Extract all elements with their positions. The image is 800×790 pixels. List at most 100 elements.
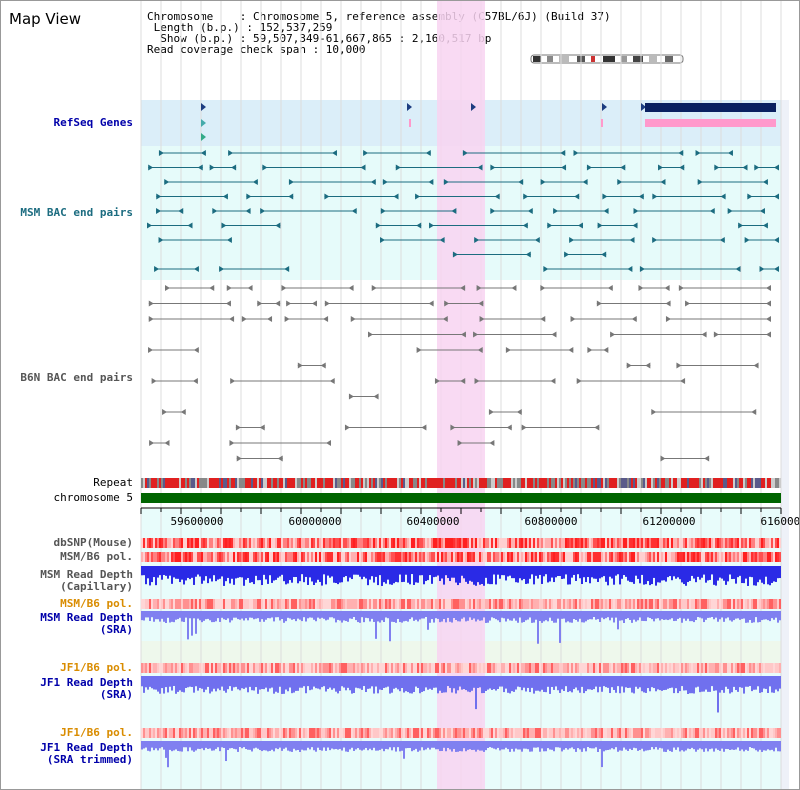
msm-depth-capillary-bar xyxy=(443,566,445,585)
jf1-b6-pol-trimmed-cell xyxy=(753,728,755,738)
msm-bac-pair-start xyxy=(747,193,753,200)
msm-depth-sra-bar xyxy=(541,611,543,623)
msm-b6-pol-cell xyxy=(577,552,579,562)
jf1-b6-pol-cell xyxy=(437,663,439,673)
jf1-depth-sra-bar xyxy=(739,676,741,688)
dbsnp-cell xyxy=(631,538,633,548)
repeat-segment xyxy=(153,478,155,488)
dbsnp-cell xyxy=(695,538,697,548)
b6n-bac-end-pairs-label[interactable]: B6N BAC end pairs xyxy=(20,371,133,384)
msm-depth-capillary-bar xyxy=(473,566,475,585)
dbsnp-cell xyxy=(299,538,301,548)
jf1-b6-pol-trimmed-cell xyxy=(769,728,771,738)
msm-b6-pol-sra-cell xyxy=(151,599,153,609)
msm-bac-track[interactable] xyxy=(147,150,779,272)
jf1-depth-trimmed-bar xyxy=(229,741,231,749)
jf1-b6-pol-cell xyxy=(145,663,147,673)
msm-depth-sra-bar xyxy=(641,611,643,621)
dbsnp-label[interactable]: dbSNP(Mouse) xyxy=(53,536,133,549)
msm-depth-capillary-bar xyxy=(343,566,345,578)
msm-depth-sra-bar xyxy=(747,611,749,623)
jf1-b6-pol-trimmed-cell xyxy=(499,728,501,738)
msm-b6-pol-sra-cell xyxy=(473,599,475,609)
repeat-segment xyxy=(261,478,263,488)
msm-b6-pol-sra-cell xyxy=(197,599,199,609)
jf1-read-depth-sra-label[interactable]: JF1 Read Depth xyxy=(40,676,133,689)
jf1-b6-pol-trimmed-cell xyxy=(175,728,177,738)
msm-b6-pol-cell xyxy=(287,552,289,562)
jf1-b6-pol-cell xyxy=(501,663,503,673)
msm-b6-pol-sra-label[interactable]: MSM/B6 pol. xyxy=(60,597,133,610)
repeat-segment xyxy=(267,478,269,488)
msm-b6-pol-cell xyxy=(697,552,699,562)
msm-depth-capillary-bar xyxy=(625,566,627,577)
msm-b6-pol-label[interactable]: MSM/B6 pol. xyxy=(60,550,133,563)
dbsnp-cell xyxy=(351,538,353,548)
msm-depth-capillary-bar xyxy=(501,566,503,576)
msm-depth-capillary-bar xyxy=(333,566,335,583)
msm-depth-sra-bar xyxy=(411,611,413,618)
msm-depth-sra-bar xyxy=(231,611,233,621)
b6n-bac-pair-end xyxy=(209,285,215,291)
msm-read-depth-capillary-label[interactable]: MSM Read Depth xyxy=(40,568,133,581)
repeat-segment xyxy=(643,478,645,488)
repeat-segment xyxy=(361,478,363,488)
chromosome-ideogram[interactable] xyxy=(529,52,685,66)
repeat-segment xyxy=(661,478,663,488)
jf1-b6-pol-trimmed-label[interactable]: JF1/B6 pol. xyxy=(60,726,133,739)
b6n-bac-track[interactable] xyxy=(148,285,771,462)
dbsnp-cell xyxy=(213,538,215,548)
jf1-depth-sra-bar xyxy=(741,676,743,688)
dbsnp-cell xyxy=(261,538,263,548)
dbsnp-cell xyxy=(159,538,161,548)
msm-b6-pol-cell xyxy=(529,552,531,562)
msm-b6-pol-sra-cell xyxy=(483,599,485,609)
jf1-depth-sra-bar xyxy=(251,676,253,691)
msm-bac-end-pairs-label[interactable]: MSM BAC end pairs xyxy=(20,206,133,219)
msm-b6-pol-cell xyxy=(147,552,149,562)
repeat-segment xyxy=(493,478,495,488)
current-region-marker xyxy=(591,56,595,62)
jf1-depth-trimmed-bar xyxy=(361,741,363,751)
jf1-depth-sra-bar xyxy=(631,676,633,693)
jf1-b6-pol-trimmed-cell xyxy=(671,728,673,738)
msm-depth-capillary-bar xyxy=(451,566,453,578)
msm-b6-pol-cell xyxy=(163,552,165,562)
msm-read-depth-sra-label[interactable]: MSM Read Depth xyxy=(40,611,133,624)
msm-b6-pol-sra-cell xyxy=(649,599,651,609)
jf1-b6-pol-trimmed-cell xyxy=(371,728,373,738)
msm-depth-capillary-bar xyxy=(243,566,245,586)
jf1-b6-pol-cell xyxy=(307,663,309,673)
jf1-b6-pol-trimmed-cell xyxy=(453,728,455,738)
refseq-gene-block xyxy=(645,103,776,112)
dbsnp-cell xyxy=(177,538,179,548)
jf1-depth-sra-bar xyxy=(517,676,519,687)
jf1-b6-pol-trimmed-cell xyxy=(431,728,433,738)
refseq-track[interactable] xyxy=(201,103,776,141)
msm-b6-pol-sra-cell xyxy=(667,599,669,609)
msm-depth-sra-bar xyxy=(733,611,735,621)
msm-b6-pol-sra-cell xyxy=(627,599,629,609)
jf1-b6-pol-trimmed-cell xyxy=(311,728,313,738)
msm-depth-sra-bar xyxy=(709,611,711,618)
msm-b6-pol-sra-cell xyxy=(433,599,435,609)
jf1-read-depth-trimmed-label[interactable]: JF1 Read Depth xyxy=(40,741,133,754)
msm-depth-capillary-bar xyxy=(539,566,541,575)
msm-b6-pol-cell xyxy=(201,552,203,562)
jf1-depth-trimmed-bar xyxy=(681,741,683,751)
msm-b6-pol-sra-cell xyxy=(767,599,769,609)
jf1-b6-pol-trimmed-cell xyxy=(257,728,259,738)
msm-b6-pol-sra-cell xyxy=(671,599,673,609)
jf1-depth-sra-bar xyxy=(141,676,143,687)
jf1-b6-pol-label[interactable]: JF1/B6 pol. xyxy=(60,661,133,674)
jf1-depth-trimmed-bar xyxy=(203,741,205,751)
msm-depth-capillary-bar xyxy=(327,566,329,576)
refseq-genes-label[interactable]: RefSeq Genes xyxy=(53,116,133,129)
msm-depth-capillary-bar xyxy=(681,566,683,583)
dbsnp-cell xyxy=(285,538,287,548)
dbsnp-cell xyxy=(401,538,403,548)
b6n-bac-pair-end xyxy=(326,440,332,446)
b6n-bac-pair-start xyxy=(350,316,356,322)
dbsnp-cell xyxy=(179,538,181,548)
